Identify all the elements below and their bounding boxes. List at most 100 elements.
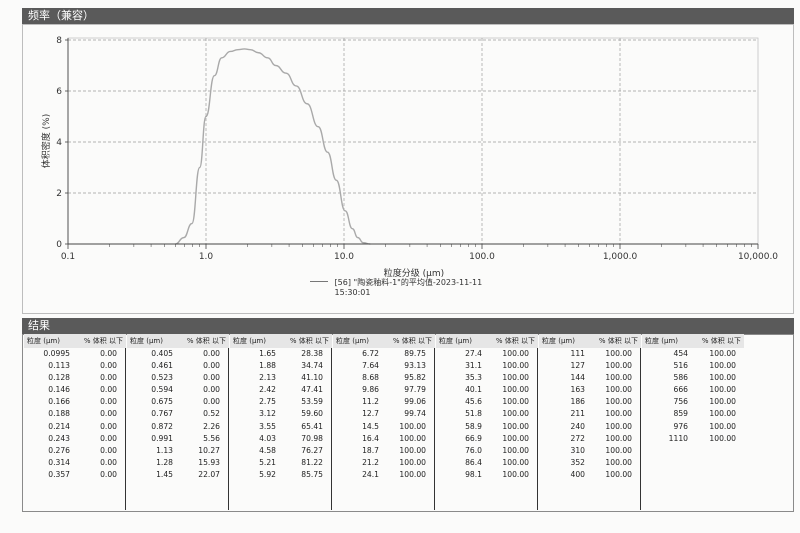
volume-below-value: 100.00 — [502, 361, 529, 371]
table-row: 1.13 10.27 — [127, 445, 228, 457]
results-rows: 6.72 89.75 7.64 93.13 8.68 95.82 9.86 97.79 11.2… — [333, 348, 435, 510]
results-column-header: 粒度 (μm) % 体积 以下 — [127, 334, 229, 348]
table-row: 144 100.00 — [539, 372, 640, 384]
y-tick-label: 6 — [56, 87, 62, 97]
size-value: 3.55 — [259, 421, 276, 431]
table-row: 3.55 65.41 — [230, 421, 331, 433]
volume-below-value: 100.00 — [605, 457, 632, 467]
size-value: 18.7 — [362, 445, 379, 455]
series-point — [237, 49, 238, 50]
table-row: 4.58 76.27 — [230, 445, 331, 457]
series-point — [336, 180, 337, 181]
table-row: 1.65 28.38 — [230, 348, 331, 360]
x-tick-label: 10,000.0 — [738, 252, 778, 262]
volume-below-value: 0.00 — [203, 397, 220, 407]
volume-below-value: 100.00 — [399, 421, 426, 431]
size-value: 0.214 — [48, 421, 70, 431]
size-value: 1110 — [668, 433, 688, 443]
volume-below-value: 0.00 — [100, 433, 117, 443]
header-size: 粒度 (μm) — [336, 337, 369, 345]
x-axis-label: 粒度分级 (μm) — [384, 267, 444, 279]
header-size: 粒度 (μm) — [233, 337, 266, 345]
size-value: 58.9 — [465, 421, 482, 431]
curve — [175, 48, 371, 245]
size-value: 7.64 — [362, 361, 379, 371]
size-value: 0.405 — [151, 349, 173, 358]
volume-below-value: 100.00 — [605, 445, 632, 455]
volume-below-value: 100.00 — [709, 361, 736, 371]
header-volume-below: % 体积 以下 — [289, 337, 329, 345]
volume-below-value: 0.52 — [203, 409, 220, 419]
series-point — [327, 152, 328, 153]
volume-below-value: 100.00 — [605, 397, 632, 407]
volume-below-value: 100.00 — [709, 373, 736, 383]
table-row: 86.4 100.00 — [436, 457, 537, 469]
table-row: 352 100.00 — [539, 457, 640, 469]
size-value: 0.314 — [48, 457, 70, 467]
series-point — [306, 103, 307, 104]
table-row: 5.21 81.22 — [230, 457, 331, 469]
results-column-header: 粒度 (μm) % 体积 以下 — [230, 334, 332, 348]
volume-below-value: 100.00 — [605, 361, 632, 371]
size-value: 0.675 — [151, 397, 173, 407]
volume-below-value: 100.00 — [605, 433, 632, 443]
volume-below-value: 100.00 — [605, 469, 632, 479]
results-header: 结果 — [22, 318, 794, 334]
volume-below-value: 65.41 — [301, 421, 323, 431]
size-value: 127 — [570, 361, 586, 371]
size-value: 0.523 — [151, 373, 173, 383]
table-row: 7.64 93.13 — [333, 360, 434, 372]
results-rows: 27.4 100.00 31.1 100.00 35.3 100.00 40.1 100.00… — [436, 348, 538, 510]
table-row: 3.12 59.60 — [230, 408, 331, 420]
size-value: 111 — [570, 349, 586, 358]
size-value: 2.13 — [259, 373, 276, 383]
table-row: 76.0 100.00 — [436, 445, 537, 457]
legend-series-name: [56] "陶瓷釉料-1"的平均值-2023-11-11 15:30:01 — [334, 278, 483, 297]
size-value: 1.65 — [259, 349, 276, 358]
size-value: 5.21 — [259, 457, 276, 467]
y-tick-label: 0 — [56, 240, 62, 250]
volume-below-value: 100.00 — [709, 385, 736, 395]
series-point — [214, 75, 215, 76]
volume-below-value: 100.00 — [709, 409, 736, 419]
x-tick-label: 1.0 — [199, 252, 214, 262]
table-row: 16.4 100.00 — [333, 433, 434, 445]
volume-below-value: 0.00 — [203, 385, 220, 395]
volume-below-value: 0.00 — [100, 457, 117, 467]
chart-header: 频率（兼容） — [22, 8, 794, 24]
table-row: 21.2 100.00 — [333, 457, 434, 469]
size-value: 0.991 — [151, 433, 173, 443]
size-value: 0.146 — [48, 385, 70, 395]
results-column-header: 粒度 (μm) % 体积 以下 — [333, 334, 435, 348]
volume-below-value: 100.00 — [502, 421, 529, 431]
table-row: 111 100.00 — [539, 348, 640, 360]
volume-below-value: 0.00 — [100, 373, 117, 383]
results-column-header: 粒度 (μm) % 体积 以下 — [24, 334, 126, 348]
size-value: 1.88 — [259, 361, 276, 371]
size-value: 0.0995 — [43, 349, 70, 358]
size-value: 24.1 — [362, 469, 379, 479]
size-value: 12.7 — [362, 409, 379, 419]
size-value: 51.8 — [465, 409, 482, 419]
series-point — [357, 237, 358, 238]
series-point — [363, 242, 364, 243]
table-row: 0.314 0.00 — [24, 457, 125, 469]
table-row: 756 100.00 — [642, 396, 744, 408]
size-value: 163 — [570, 385, 586, 395]
table-row: 2.13 41.10 — [230, 372, 331, 384]
series-point — [250, 49, 251, 50]
volume-below-value: 10.27 — [198, 445, 220, 455]
size-value: 5.92 — [259, 469, 276, 479]
size-value: 756 — [673, 397, 689, 407]
size-value: 272 — [570, 433, 586, 443]
table-row: 976 100.00 — [642, 421, 744, 433]
size-value: 35.3 — [465, 373, 482, 383]
size-value: 0.113 — [48, 361, 70, 371]
size-value: 0.166 — [48, 397, 70, 407]
volume-below-value: 0.00 — [100, 361, 117, 371]
volume-below-value: 100.00 — [502, 433, 529, 443]
size-value: 240 — [570, 421, 586, 431]
y-tick-label: 4 — [56, 138, 62, 148]
table-row: 18.7 100.00 — [333, 445, 434, 457]
series-point — [191, 223, 192, 224]
